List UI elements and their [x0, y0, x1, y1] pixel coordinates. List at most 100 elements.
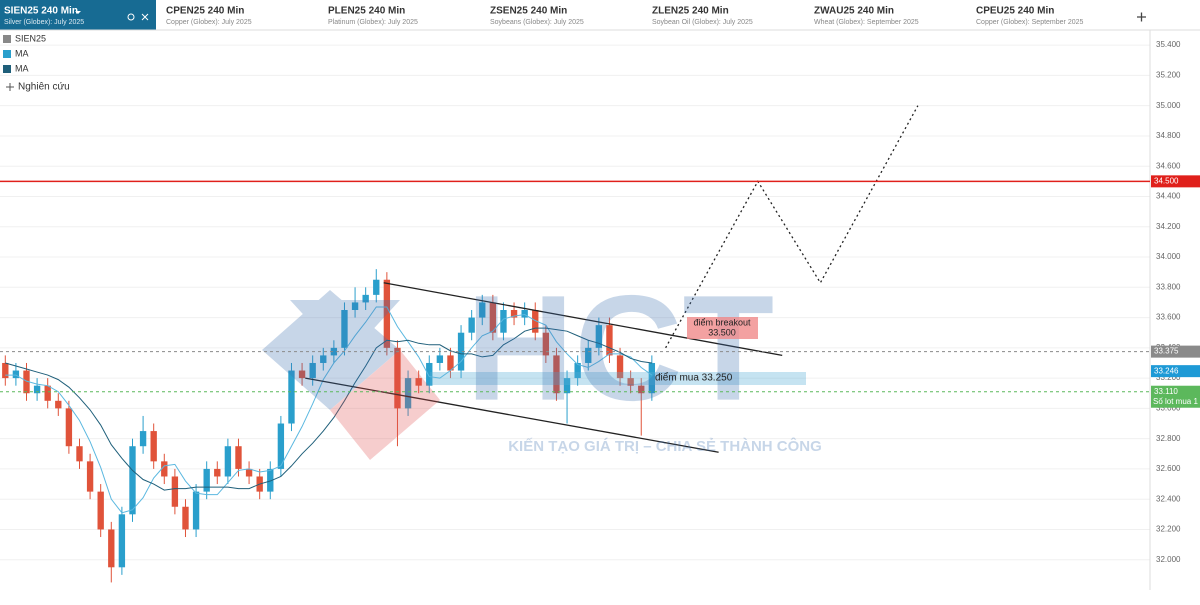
- tab-subtitle: Copper (Globex): September 2025: [976, 19, 1083, 26]
- tab-title: ZLEN25 240 Min: [652, 6, 729, 17]
- plot: [0, 44, 1150, 583]
- add-tab-icon[interactable]: [1137, 12, 1146, 22]
- tab[interactable]: [162, 0, 318, 30]
- price-tag: [1151, 365, 1200, 378]
- candle-body: [97, 491, 104, 530]
- y-tick-label: 33.800: [1156, 282, 1181, 291]
- candle-body: [288, 370, 295, 424]
- candle-body: [362, 294, 369, 303]
- tab[interactable]: [648, 0, 804, 30]
- tab[interactable]: [810, 0, 966, 30]
- buy-annotation: điểm mua 33.250: [655, 372, 733, 384]
- tab-subtitle: Copper (Globex): July 2025: [166, 19, 252, 26]
- candle-body: [330, 347, 338, 356]
- y-tick-label: 32.600: [1156, 464, 1181, 473]
- candle-body: [404, 378, 412, 409]
- candle-body: [627, 378, 634, 386]
- close-icon: [141, 13, 149, 21]
- trendline: [305, 377, 719, 453]
- candle-body: [161, 461, 168, 477]
- legend-swatch: [3, 35, 11, 43]
- y-tick-label: 33.600: [1156, 313, 1181, 322]
- candle-body: [298, 370, 306, 379]
- watermark: HCT KIẾN TẠO GIÁ TRỊ – CHIA SẺ THÀNH CÔN…: [262, 264, 822, 460]
- candle-body: [436, 355, 444, 363]
- tab-title: CPEU25 240 Min: [976, 6, 1054, 17]
- projection-line: [665, 105, 919, 349]
- tab-bar: SIEN25 240 Min Silver (Globex): July 2025…: [0, 0, 1128, 30]
- candle-body: [489, 302, 497, 333]
- price-tag-label: 33.110: [1154, 387, 1178, 396]
- candle-body: [351, 302, 359, 310]
- candle-body: [214, 468, 221, 477]
- price-tag: [1151, 175, 1200, 188]
- candle-body: [542, 332, 550, 356]
- y-tick-label: 35.200: [1156, 71, 1181, 80]
- legend-label[interactable]: MA: [15, 48, 29, 58]
- y-tick-label: 34.600: [1156, 161, 1181, 170]
- candle-body: [373, 279, 380, 295]
- candle-body: [341, 310, 348, 348]
- tab-subtitle: Platinum (Globex): July 2025: [328, 19, 418, 26]
- candle-body: [2, 362, 9, 379]
- legend-swatch: [3, 50, 11, 58]
- y-tick-label: 34.400: [1156, 192, 1181, 201]
- ma-line: [5, 327, 652, 491]
- candle-body: [447, 355, 454, 371]
- candle-body: [12, 370, 20, 379]
- tab[interactable]: [324, 0, 480, 30]
- candle-body: [616, 355, 624, 379]
- y-tick-label: 34.800: [1156, 131, 1181, 140]
- candle-body: [585, 347, 592, 363]
- candle-body: [224, 446, 232, 477]
- tab-title: ZSEN25 240 Min: [490, 6, 567, 17]
- candle-body: [595, 325, 603, 348]
- candle-body: [171, 476, 179, 507]
- y-tick-label: 32.800: [1156, 434, 1181, 443]
- y-tick-label: 33.200: [1156, 373, 1181, 382]
- candle-body: [235, 446, 242, 469]
- y-tick-label: 32.000: [1156, 555, 1181, 564]
- candle-body: [118, 514, 126, 568]
- price-tag-note: Số lot mua 1: [1153, 397, 1198, 406]
- plus-icon: [6, 83, 14, 91]
- legend-swatch: [3, 65, 11, 73]
- tab[interactable]: [486, 0, 642, 30]
- candle-body: [500, 310, 507, 333]
- candle-body: [65, 408, 73, 447]
- left-legend: SIEN25 MA MA Nghiên cứu: [3, 33, 70, 93]
- logo-shape: [330, 350, 440, 460]
- y-tick-label: 32.200: [1156, 525, 1181, 534]
- candle-body: [574, 362, 581, 379]
- candle-body: [468, 317, 475, 333]
- price-tag-label: 33.246: [1154, 366, 1179, 375]
- legend-label[interactable]: MA: [15, 63, 29, 73]
- logo-shape: [290, 300, 400, 360]
- y-tick-label: 34.000: [1156, 252, 1181, 261]
- tab[interactable]: [0, 0, 156, 30]
- candle-body: [563, 378, 571, 394]
- candle-body: [510, 310, 518, 318]
- dropdown-icon: [75, 11, 81, 14]
- research-button[interactable]: Nghiên cứu: [18, 82, 70, 93]
- candle-body: [129, 446, 136, 515]
- candle-body: [55, 400, 62, 409]
- candle-body: [33, 385, 41, 394]
- tab[interactable]: [972, 0, 1128, 30]
- candle-body: [415, 378, 422, 386]
- tab-subtitle: Silver (Globex): July 2025: [4, 19, 84, 26]
- logo-text: HCT: [466, 264, 774, 432]
- candle-body: [457, 332, 465, 371]
- legend-label[interactable]: SIEN25: [15, 33, 46, 43]
- candle-body: [277, 423, 285, 469]
- candle-body: [182, 506, 189, 530]
- candle-body: [267, 468, 274, 492]
- candle-body: [320, 355, 327, 363]
- buy-zone: [430, 372, 806, 385]
- tab-title: PLEN25 240 Min: [328, 6, 405, 17]
- candle-body: [638, 385, 645, 394]
- candle-body: [309, 362, 316, 379]
- price-tag-label: 34.500: [1154, 176, 1179, 185]
- candle-body: [245, 468, 253, 477]
